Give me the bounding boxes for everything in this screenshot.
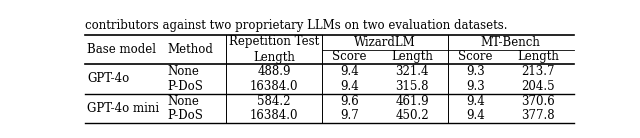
- Text: Repetition Test
Length: Repetition Test Length: [229, 35, 319, 64]
- Text: None: None: [167, 65, 199, 78]
- Text: Score: Score: [458, 50, 492, 63]
- Text: Length: Length: [391, 50, 433, 63]
- Text: 16384.0: 16384.0: [250, 109, 298, 122]
- Text: 9.4: 9.4: [466, 109, 484, 122]
- Text: Method: Method: [167, 43, 213, 56]
- Text: 9.4: 9.4: [340, 65, 358, 78]
- Text: GPT-4o: GPT-4o: [88, 72, 130, 85]
- Text: 9.7: 9.7: [340, 109, 358, 122]
- Text: P-DoS: P-DoS: [167, 109, 204, 122]
- Text: 377.8: 377.8: [522, 109, 555, 122]
- Text: 321.4: 321.4: [396, 65, 429, 78]
- Text: MT-Bench: MT-Bench: [481, 36, 540, 49]
- Text: contributors against two proprietary LLMs on two evaluation datasets.: contributors against two proprietary LLM…: [85, 19, 508, 32]
- Text: 315.8: 315.8: [396, 80, 429, 93]
- Text: 370.6: 370.6: [522, 95, 555, 108]
- Text: 9.6: 9.6: [340, 95, 358, 108]
- Text: 584.2: 584.2: [257, 95, 291, 108]
- Text: 204.5: 204.5: [522, 80, 555, 93]
- Text: 213.7: 213.7: [522, 65, 555, 78]
- Text: 16384.0: 16384.0: [250, 80, 298, 93]
- Text: 9.4: 9.4: [466, 95, 484, 108]
- Text: 488.9: 488.9: [257, 65, 291, 78]
- Text: Score: Score: [332, 50, 367, 63]
- Text: Length: Length: [517, 50, 559, 63]
- Text: 9.3: 9.3: [466, 80, 484, 93]
- Text: 9.4: 9.4: [340, 80, 358, 93]
- Text: Base model: Base model: [88, 43, 156, 56]
- Text: 450.2: 450.2: [396, 109, 429, 122]
- Text: None: None: [167, 95, 199, 108]
- Text: P-DoS: P-DoS: [167, 80, 204, 93]
- Text: GPT-4o mini: GPT-4o mini: [88, 102, 159, 115]
- Text: WizardLM: WizardLM: [354, 36, 415, 49]
- Text: 9.3: 9.3: [466, 65, 484, 78]
- Text: 461.9: 461.9: [396, 95, 429, 108]
